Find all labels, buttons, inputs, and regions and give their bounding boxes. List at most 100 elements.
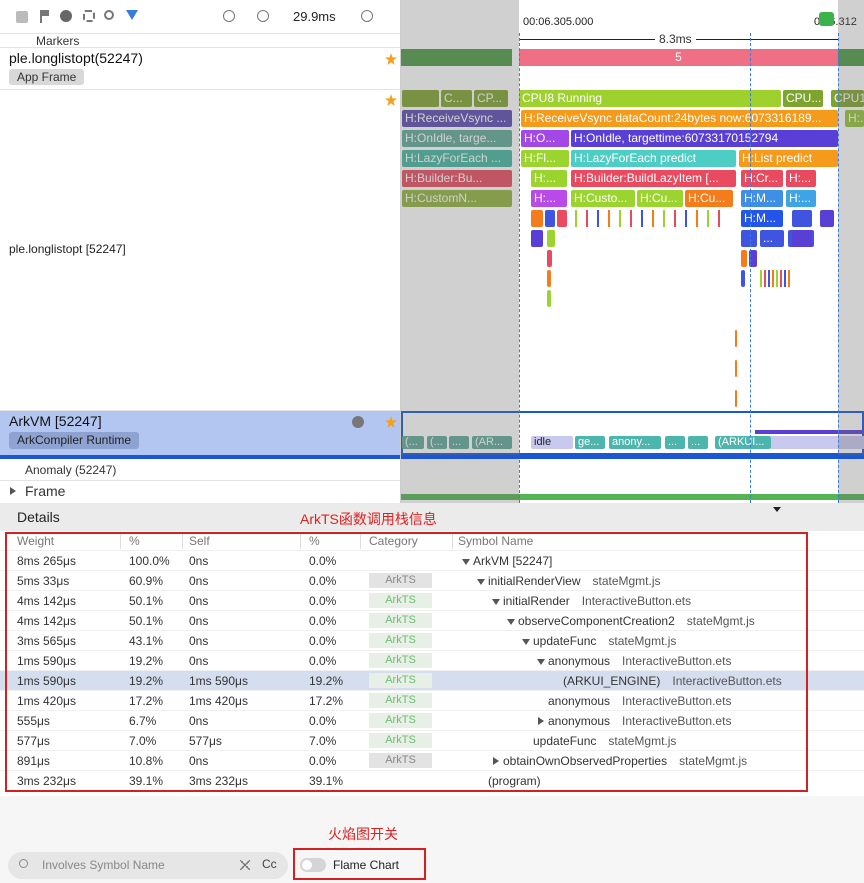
table-row[interactable]: 1ms 590μs 19.2% 1ms 590μs 19.2% ArkTS (ARKUI_… bbox=[0, 670, 864, 690]
table-row[interactable]: 3ms 232μs 39.1% 3ms 232μs 39.1% (program) bbox=[0, 770, 864, 790]
arkvm-slice[interactable]: idle bbox=[531, 436, 573, 449]
table-row[interactable]: 891μs 10.8% 0ns 0.0% ArkTS obtainOwnObservedP… bbox=[0, 750, 864, 770]
trace-slice[interactable]: H:... bbox=[531, 190, 567, 207]
trace-slice[interactable]: H:OnIdle, targettime:60733170152794 bbox=[571, 130, 838, 147]
trace-slice[interactable]: H:Builder:BuildLazyItem [... bbox=[571, 170, 736, 187]
trace-slice[interactable]: H:O... bbox=[521, 130, 569, 147]
arkvm-slice[interactable]: anony... bbox=[609, 436, 661, 449]
column-header[interactable]: Symbol Name bbox=[458, 534, 534, 548]
toolbar-icon[interactable] bbox=[257, 10, 269, 22]
arkvm-slice[interactable]: (... bbox=[402, 436, 424, 449]
tree-toggle[interactable] bbox=[477, 579, 485, 585]
symbol-cell: initialRenderView stateMgmt.js bbox=[488, 574, 661, 588]
table-row[interactable]: 555μs 6.7% 0ns 0.0% ArkTS anonymous Interactiv… bbox=[0, 710, 864, 730]
column-separator bbox=[360, 532, 361, 549]
search-placeholder: Involves Symbol Name bbox=[42, 858, 165, 872]
trace-slice[interactable]: H:... bbox=[786, 170, 816, 187]
trace-slice[interactable]: H:... bbox=[845, 110, 864, 127]
trace-slice[interactable]: H:ReceiveVsync ... bbox=[402, 110, 512, 127]
footer-annotation: 火焰图开关 bbox=[328, 826, 398, 842]
toolbar-icon[interactable] bbox=[16, 11, 28, 23]
tree-toggle[interactable] bbox=[462, 559, 470, 565]
selection-line bbox=[519, 33, 520, 503]
column-header[interactable]: Self bbox=[189, 534, 210, 548]
favorite-star[interactable] bbox=[385, 53, 397, 65]
trace-slice bbox=[741, 270, 745, 287]
favorite-star[interactable] bbox=[385, 94, 397, 106]
trace-slice[interactable]: CP... bbox=[474, 90, 508, 107]
clear-icon[interactable] bbox=[240, 857, 250, 871]
table-row[interactable]: 4ms 142μs 50.1% 0ns 0.0% ArkTS initialRender I… bbox=[0, 590, 864, 610]
trace-slice[interactable]: H:M... bbox=[741, 190, 783, 207]
arkvm-slice[interactable]: (AR... bbox=[472, 436, 512, 449]
table-row[interactable]: 8ms 265μs 100.0% 0ns 0.0% ArkVM [52247] bbox=[0, 550, 864, 570]
table-row[interactable]: 1ms 590μs 19.2% 0ns 0.0% ArkTS anonymous Inter… bbox=[0, 650, 864, 670]
table-row[interactable]: 1ms 420μs 17.2% 1ms 420μs 17.2% ArkTS anonymo… bbox=[0, 690, 864, 710]
table-row[interactable]: 3ms 565μs 43.1% 0ns 0.0% ArkTS updateFunc stat… bbox=[0, 630, 864, 650]
arkvm-slice[interactable]: ... bbox=[665, 436, 685, 449]
trace-slice[interactable]: H:... bbox=[786, 190, 816, 207]
column-header[interactable]: % bbox=[129, 534, 140, 548]
separator bbox=[0, 410, 400, 411]
arkvm-slice[interactable]: ... bbox=[688, 436, 708, 449]
trace-slice[interactable]: H:OnIdle, targe... bbox=[402, 130, 512, 147]
column-header[interactable]: Weight bbox=[17, 534, 55, 548]
separator bbox=[0, 480, 400, 481]
trace-slice[interactable]: C... bbox=[441, 90, 472, 107]
trace-slice[interactable]: H:LazyForEach ... bbox=[402, 150, 512, 167]
trace-slice[interactable]: H:Custo... bbox=[571, 190, 635, 207]
trace-slice[interactable]: H:... bbox=[531, 170, 567, 187]
trace-slice[interactable]: H:CustomN... bbox=[402, 190, 512, 207]
frame-track-bar bbox=[400, 494, 864, 500]
flame-chart-label[interactable]: Flame Chart bbox=[333, 858, 400, 872]
trace-slice[interactable]: H:Builder:Bu... bbox=[402, 170, 512, 187]
trace-slice[interactable]: H:Cu... bbox=[637, 190, 683, 207]
toolbar-icon[interactable] bbox=[83, 10, 95, 22]
settings-icon[interactable] bbox=[352, 416, 364, 428]
trace-slice[interactable]: H:M... bbox=[741, 210, 783, 227]
trace-slice bbox=[547, 270, 551, 287]
symbol-cell: (program) bbox=[488, 774, 541, 788]
trace-slice[interactable]: CPU... bbox=[783, 90, 823, 107]
toolbar-icon[interactable] bbox=[126, 10, 138, 20]
column-header[interactable]: % bbox=[309, 534, 320, 548]
trace-slice bbox=[547, 290, 551, 307]
trace-slice[interactable]: H:Cu... bbox=[685, 190, 733, 207]
table-row[interactable]: 4ms 142μs 50.1% 0ns 0.0% ArkTS observeCompone… bbox=[0, 610, 864, 630]
toolbar-icon[interactable] bbox=[40, 10, 49, 23]
expand-arrow[interactable] bbox=[10, 487, 16, 495]
trace-slice[interactable]: CPU1 bbox=[831, 90, 864, 107]
tree-toggle[interactable] bbox=[522, 639, 530, 645]
tree-toggle[interactable] bbox=[507, 619, 515, 625]
arkvm-slice[interactable]: ... bbox=[449, 436, 469, 449]
frame-slice[interactable]: 5 bbox=[519, 49, 838, 66]
resize-handle[interactable] bbox=[773, 507, 781, 512]
toolbar-icon[interactable] bbox=[60, 10, 72, 22]
arkvm-slice[interactable]: (ARKUI... bbox=[715, 436, 771, 449]
tree-toggle[interactable] bbox=[492, 599, 500, 605]
toolbar-icon[interactable] bbox=[361, 10, 373, 22]
trace-slice[interactable]: H:ReceiveVsync dataCount:24bytes now:607… bbox=[521, 110, 838, 127]
case-button[interactable]: Cc bbox=[262, 857, 277, 871]
tree-toggle[interactable] bbox=[493, 757, 499, 765]
trace-slice[interactable]: H:Fl... bbox=[521, 150, 569, 167]
arkvm-slice[interactable]: (... bbox=[427, 436, 447, 449]
weight: 8ms 265μs bbox=[17, 554, 76, 568]
trace-slice[interactable]: ... bbox=[760, 230, 784, 247]
trace-slice[interactable]: H:Cr... bbox=[741, 170, 783, 187]
toolbar-icon[interactable] bbox=[223, 10, 235, 22]
trace-slice[interactable]: CPU8 Running bbox=[519, 90, 781, 107]
trace-slice[interactable]: H:List predict bbox=[739, 150, 838, 167]
column-header[interactable]: Category bbox=[369, 534, 418, 548]
table-row[interactable]: 5ms 33μs 60.9% 0ns 0.0% ArkTS initialRenderVi… bbox=[0, 570, 864, 590]
toolbar-icon[interactable] bbox=[104, 10, 114, 20]
tree-toggle[interactable] bbox=[538, 717, 544, 725]
symbol-file: stateMgmt.js bbox=[686, 614, 755, 628]
search-icon bbox=[19, 859, 28, 868]
arkvm-name: ArkVM [52247] bbox=[9, 413, 102, 429]
arkvm-slice[interactable]: ge... bbox=[575, 436, 605, 449]
symbol-file: InteractiveButton.ets bbox=[622, 714, 732, 728]
trace-slice[interactable]: H:LazyForEach predict bbox=[571, 150, 736, 167]
table-row[interactable]: 577μs 7.0% 577μs 7.0% ArkTS updateFunc stateMg… bbox=[0, 730, 864, 750]
tree-toggle[interactable] bbox=[537, 659, 545, 665]
